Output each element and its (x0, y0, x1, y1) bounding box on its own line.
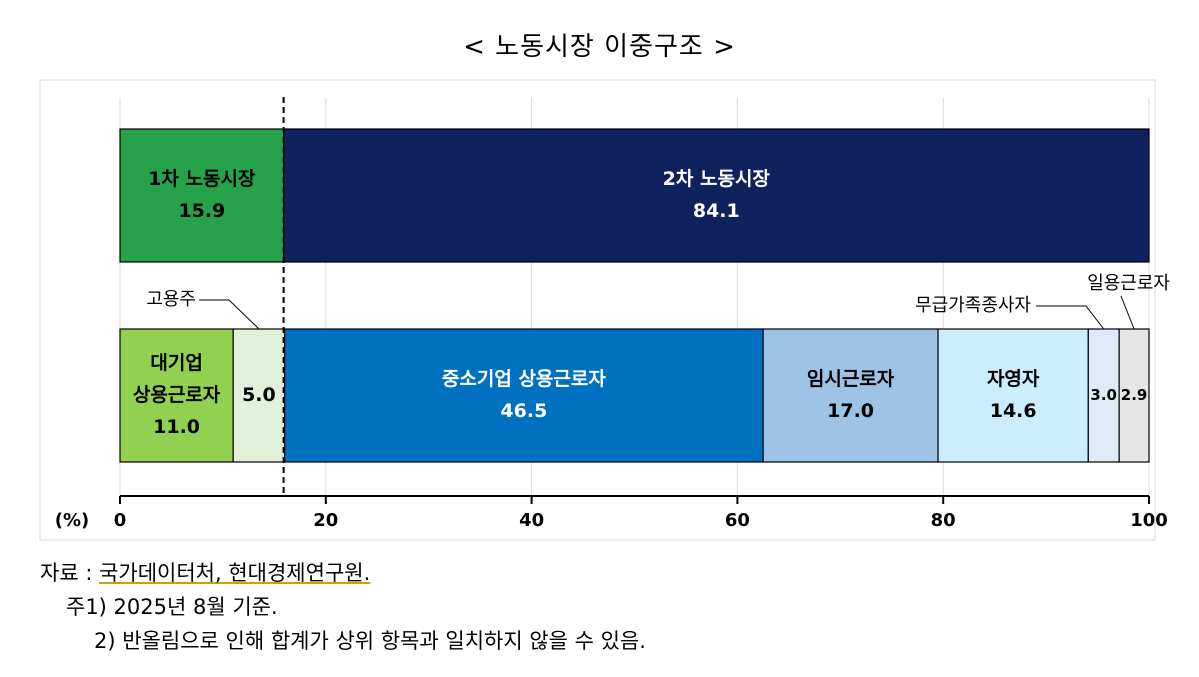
callout-leader (199, 299, 260, 330)
callout-label: 무급가족종사자 (915, 295, 1031, 316)
segment-value-label: 46.5 (500, 400, 547, 422)
source-label: 자료 : (40, 561, 93, 585)
x-tick-label: 100 (1130, 510, 1168, 531)
bar-segment (119, 328, 234, 463)
bar-segment (283, 128, 1150, 263)
x-tick-label: 0 (114, 510, 127, 531)
bar-segment (762, 328, 939, 463)
bar-segment (284, 328, 764, 463)
x-axis-unit-label: (%) (55, 510, 90, 531)
segment-value-label: 84.1 (693, 200, 740, 222)
segment-value-label: 2.9 (1121, 386, 1148, 404)
segment-name-label: 2차 노동시장 (663, 168, 771, 190)
chart-notes: 자료 : 국가데이터처, 현대경제연구원. 주1) 2025년 8월 기준. 2… (40, 556, 646, 658)
segment-name-label: 상용근로자 (133, 384, 221, 406)
callout-leader (1036, 305, 1105, 330)
x-tick-label: 20 (313, 510, 338, 531)
bar-segment (1118, 328, 1150, 463)
bar-segment (937, 328, 1089, 463)
bar-segment (1087, 328, 1120, 463)
segment-value-label: 15.9 (178, 200, 225, 222)
bar-segment (119, 128, 285, 263)
segment-value-label: 17.0 (827, 400, 874, 422)
segment-name-label: 자영자 (987, 368, 1040, 390)
source-text: 국가데이터처, 현대경제연구원. (99, 561, 371, 585)
segment-value-label: 11.0 (153, 416, 200, 438)
segment-name-label: 1차 노동시장 (148, 168, 256, 190)
segment-value-label: 3.0 (1090, 386, 1117, 404)
callout-leader (1120, 295, 1135, 330)
x-tick-label: 40 (519, 510, 544, 531)
footnote-1: 주1) 2025년 8월 기준. (66, 595, 278, 619)
segment-name-label: 중소기업 상용근로자 (442, 368, 606, 390)
callout-label: 고용주 (146, 289, 196, 310)
source-note: 자료 : 국가데이터처, 현대경제연구원. (40, 556, 646, 590)
x-tick-label: 80 (931, 510, 956, 531)
chart-title: < 노동시장 이중구조 > (463, 32, 736, 62)
footnote-2: 2) 반올림으로 인해 합계가 상위 항목과 일치하지 않을 수 있음. (94, 629, 646, 653)
callout-label: 일용근로자 (1087, 273, 1170, 294)
bar-segment (232, 328, 286, 463)
segment-value-label: 14.6 (990, 400, 1037, 422)
segment-name-label: 대기업 (150, 352, 202, 374)
segment-value-label: 5.0 (242, 384, 276, 406)
x-tick-label: 60 (725, 510, 750, 531)
segment-name-label: 임시근로자 (807, 368, 895, 390)
